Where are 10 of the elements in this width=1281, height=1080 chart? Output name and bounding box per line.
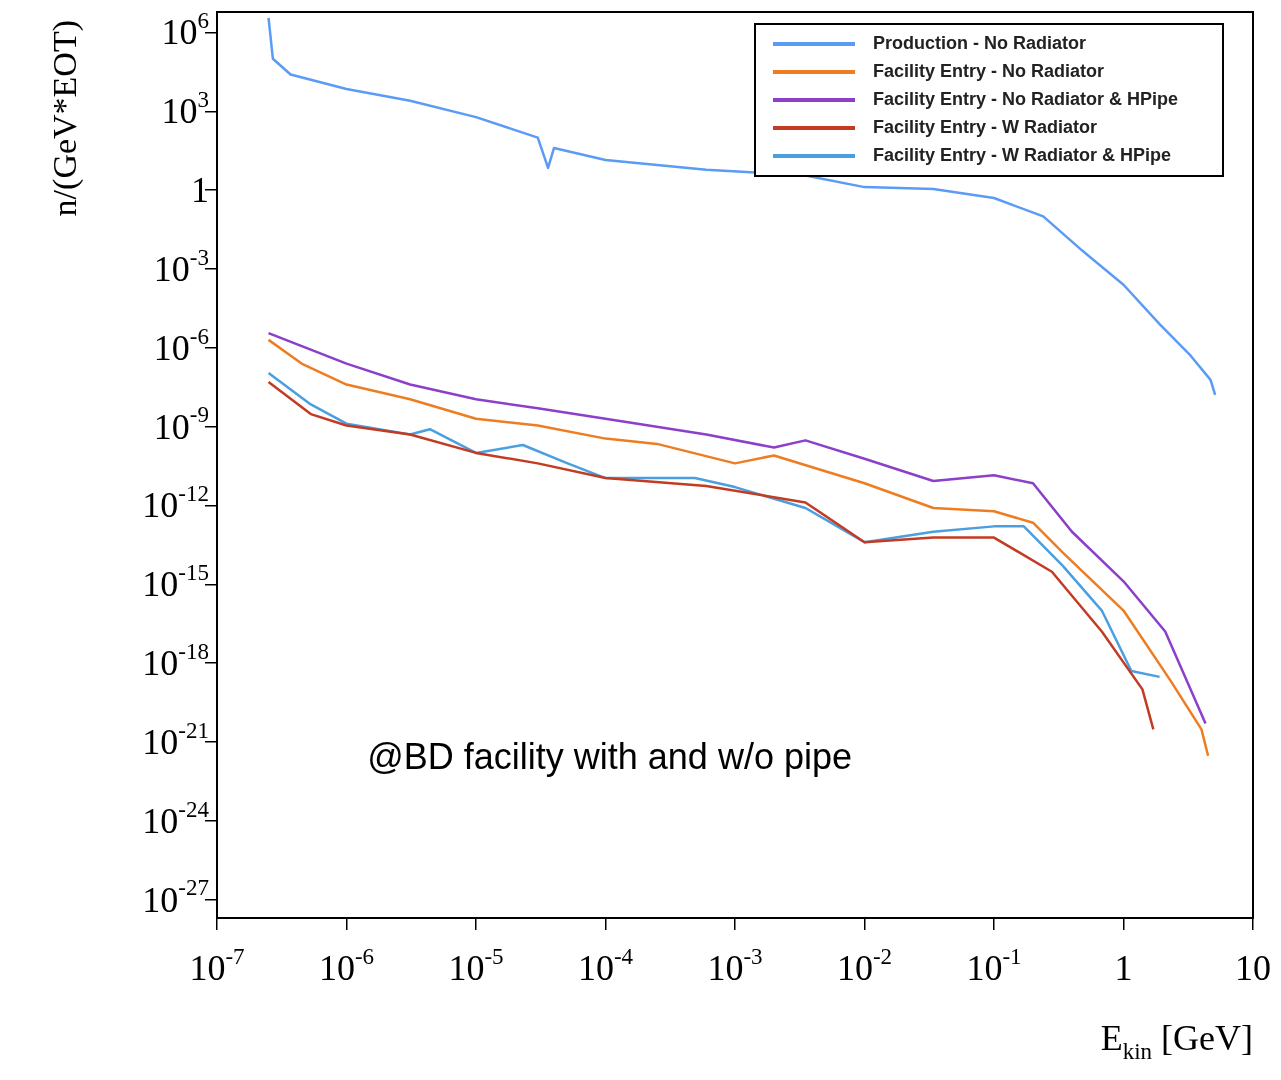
legend-label: Production - No Radiator [873,32,1086,53]
y-tick-label: 1 [191,170,209,211]
legend-label: Facility Entry - W Radiator & HPipe [873,144,1172,165]
legend-label: Facility Entry - No Radiator [873,60,1105,81]
legend-label: Facility Entry - No Radiator & HPipe [873,88,1179,109]
x-tick-label: 1 [1114,948,1133,988]
annotation: @BD facility with and w/o pipe [367,735,852,777]
legend-label: Facility Entry - W Radiator [873,116,1098,137]
y-axis-title: n/(GeV*EOT) [46,19,84,217]
x-tick-label: 10 [1235,948,1271,988]
